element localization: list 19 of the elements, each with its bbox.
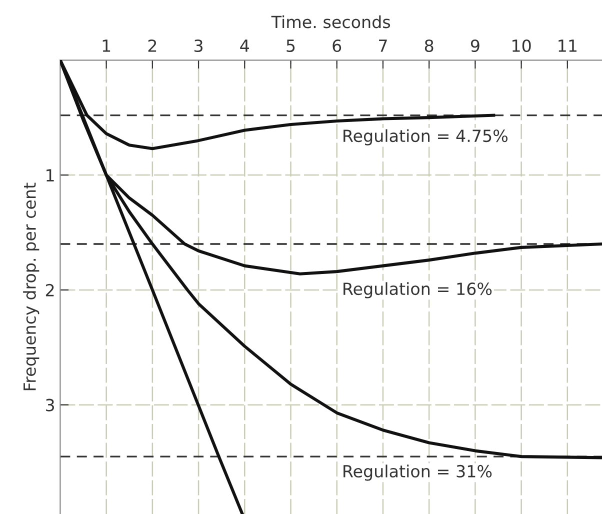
y-tick-label: 3: [46, 398, 54, 412]
annotation: Regulation = 16%: [344, 282, 492, 298]
y-tick-label: 2: [46, 284, 54, 296]
x-tick-label: 4: [240, 40, 250, 52]
x-tick-label: 8: [424, 39, 434, 52]
x-axis-title: Time. seconds: [271, 15, 390, 28]
x-tick-label: 3: [194, 39, 202, 52]
x-tick-label: 7: [379, 40, 387, 52]
x-tick-label: 9: [470, 39, 480, 52]
x-tick-label: 11: [558, 40, 576, 52]
x-tick-label: 6: [332, 39, 342, 52]
x-tick-label: 2: [148, 39, 156, 52]
x-tick-label: 1: [102, 40, 110, 52]
annotation: Regulation = 31%: [344, 464, 492, 481]
x-tick-label: 5: [286, 40, 295, 52]
x-tick-label: 10: [512, 39, 531, 52]
y-tick-label: 1: [46, 169, 54, 182]
annotation: Regulation = 4.75%: [344, 129, 508, 146]
y-axis-title: Frequency drop. per cent: [23, 182, 40, 390]
